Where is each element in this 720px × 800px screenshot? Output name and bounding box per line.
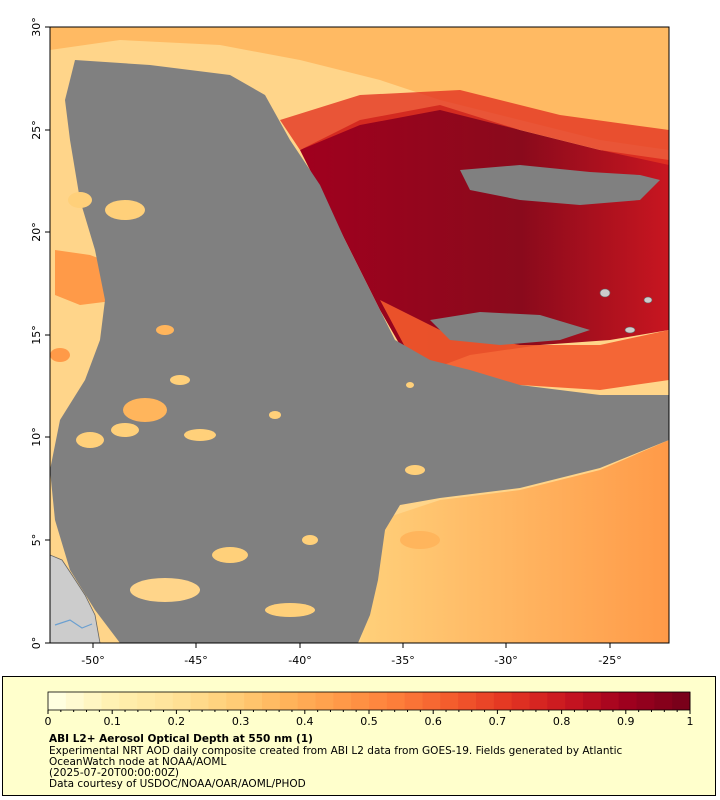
colorbar-tick-label: 1	[687, 715, 694, 728]
colorbar-cell	[155, 692, 174, 710]
colorbar-cell	[101, 692, 120, 710]
aod-map: -50° -45° -40° -35° -30° -25° 0° 5° 10° …	[30, 17, 670, 667]
colorbar-cell	[119, 692, 138, 710]
no-data-plume-gap	[460, 165, 660, 205]
colorbar-cell	[600, 692, 620, 710]
colorbar-cell	[529, 692, 548, 710]
colorbar-cell	[672, 692, 691, 710]
colorbar-cell	[333, 692, 352, 710]
colorbar-cell	[65, 692, 85, 710]
legend-description-line: OceanWatch node at NOAA/AOML	[49, 756, 227, 768]
aod-scattered-fragments	[50, 192, 440, 617]
latitude-axis: 0° 5° 10° 15° 20° 25° 30°	[30, 17, 50, 649]
legend-panel: 0 0.1 0.2 0.3 0.4 0.5 0.6 0.7 0.8 0.9 1 ABI L2+ Ae…	[2, 676, 716, 796]
lon-tick-label: -50°	[81, 654, 104, 667]
colorbar-cell	[458, 692, 477, 710]
lon-tick-label: -45°	[184, 654, 207, 667]
lat-tick-label: 0°	[30, 637, 43, 650]
island	[599, 288, 611, 298]
lon-tick-label: -25°	[598, 654, 621, 667]
colorbar-cell	[83, 692, 102, 710]
colorbar-cell	[511, 692, 530, 710]
colorbar-cell	[369, 692, 388, 710]
colorbar: 0 0.1 0.2 0.3 0.4 0.5 0.6 0.7 0.8 0.9 1	[45, 691, 694, 728]
colorbar-cell	[244, 692, 263, 710]
colorbar-cell	[351, 692, 370, 710]
colorbar-cell	[583, 692, 602, 710]
colorbar-tick-label: 0.5	[360, 715, 378, 728]
colorbar-cell	[137, 692, 156, 710]
legend-description-line: Experimental NRT AOD daily composite cre…	[49, 745, 623, 757]
lat-tick-label: 10°	[30, 427, 43, 447]
lon-tick-label: -30°	[494, 654, 517, 667]
colorbar-cell	[386, 692, 406, 710]
legend-title: ABI L2+ Aerosol Optical Depth at 550 nm …	[49, 733, 313, 745]
colorbar-cell	[315, 692, 334, 710]
colorbar-cell	[226, 692, 245, 710]
island	[643, 296, 653, 304]
colorbar-ticks: 0 0.1 0.2 0.3 0.4 0.5 0.6 0.7 0.8 0.9 1	[45, 710, 694, 728]
colorbar-tick-label: 0.7	[489, 715, 507, 728]
lon-tick-label: -35°	[391, 654, 414, 667]
no-data-swath	[50, 60, 669, 643]
aod-south-region	[360, 440, 669, 643]
legend-date: (2025-07-20T00:00:00Z)	[49, 767, 179, 779]
lat-tick-label: 20°	[30, 222, 43, 242]
colorbar-cell	[172, 692, 192, 710]
aod-north-moderate-region	[50, 27, 669, 150]
longitude-axis: -50° -45° -40° -35° -30° -25°	[81, 643, 622, 667]
colorbar-tick-label: 0.1	[103, 715, 121, 728]
colorbar-cell	[547, 692, 566, 710]
no-data-plume-gap-2	[430, 312, 590, 345]
colorbar-tick-label: 0.3	[232, 715, 250, 728]
lat-tick-label: 25°	[30, 120, 43, 140]
colorbar-cell	[279, 692, 299, 710]
colorbar-cell	[404, 692, 423, 710]
legend-credit: Data courtesy of USDOC/NOAA/OAR/AOML/PHO…	[49, 778, 306, 790]
colorbar-cell	[297, 692, 316, 710]
colorbar-cell	[190, 692, 209, 710]
aod-plume-top-edge	[280, 90, 669, 165]
colorbar-cell	[422, 692, 441, 710]
colorbar-tick-label: 0.8	[553, 715, 571, 728]
colorbar-tick-label: 0	[45, 715, 52, 728]
colorbar-cell	[636, 692, 655, 710]
colorbar-cells	[48, 692, 691, 710]
lat-tick-label: 15°	[30, 325, 43, 345]
colorbar-tick-label: 0.6	[424, 715, 442, 728]
colorbar-cell	[208, 692, 227, 710]
colorbar-cell	[440, 692, 459, 710]
river-line	[54, 619, 93, 629]
lat-tick-label: 5°	[30, 534, 43, 547]
lat-tick-label: 30°	[30, 17, 43, 37]
colorbar-tick-label: 0.4	[296, 715, 314, 728]
colorbar-cell	[262, 692, 281, 710]
lon-tick-label: -40°	[288, 654, 311, 667]
colorbar-cell	[618, 692, 637, 710]
colorbar-cell	[476, 692, 495, 710]
colorbar-cell	[565, 692, 584, 710]
colorbar-cell	[654, 692, 673, 710]
colorbar-cell	[493, 692, 513, 710]
colorbar-cell	[48, 692, 67, 710]
south-america-land	[50, 554, 101, 643]
island	[624, 326, 636, 334]
colorbar-tick-label: 0.9	[617, 715, 635, 728]
colorbar-tick-label: 0.2	[168, 715, 186, 728]
